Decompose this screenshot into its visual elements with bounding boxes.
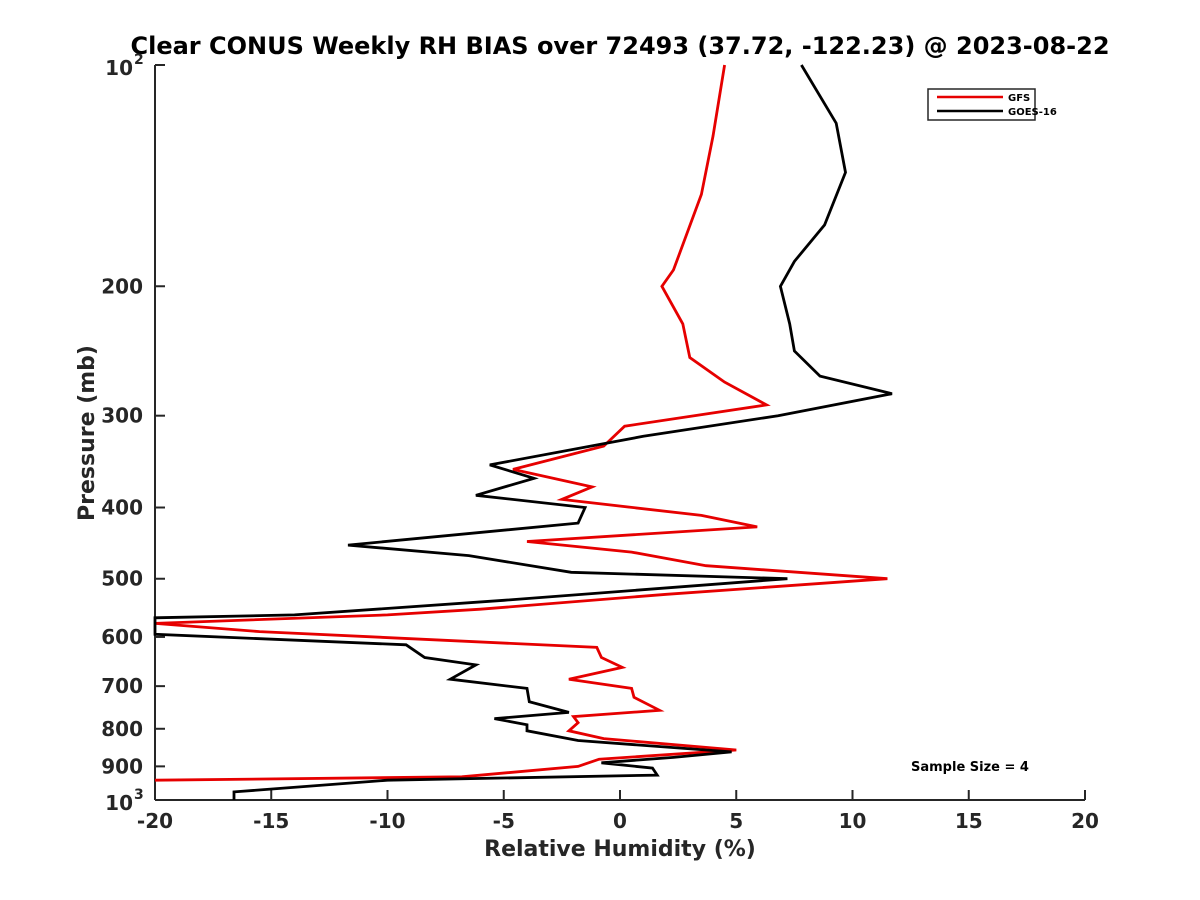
series-line-gfs <box>154 64 888 782</box>
x-tick-label: -5 <box>493 809 515 833</box>
y-tick-label: 200 <box>101 274 143 298</box>
legend-box <box>927 88 1036 121</box>
x-tick-label: -10 <box>369 809 405 833</box>
y-tick-exponent: 3 <box>134 787 144 803</box>
x-ticks: -20 -15 -10 -5 0 5 10 15 20 <box>137 790 1099 833</box>
x-tick-label: 0 <box>613 809 627 833</box>
y-tick-label: 600 <box>101 625 143 649</box>
y-tick-label: 10 <box>105 791 133 815</box>
x-tick-label: -20 <box>137 809 173 833</box>
legend-label-gfs: GFS <box>1008 93 1030 104</box>
y-axis-label: Pressure (mb) <box>75 345 100 521</box>
series-line-goes16 <box>153 64 893 800</box>
y-tick-label: 400 <box>101 496 143 520</box>
y-tick-label: 800 <box>101 717 143 741</box>
y-tick-label: 900 <box>101 754 143 778</box>
x-axis-label: Relative Humidity (%) <box>484 837 756 862</box>
chart-title: Clear CONUS Weekly RH BIAS over 72493 (3… <box>130 32 1109 60</box>
y-tick-label: 300 <box>101 404 143 428</box>
x-tick-label: 20 <box>1071 809 1099 833</box>
x-tick-label: 15 <box>955 809 983 833</box>
y-tick-exponent: 2 <box>134 52 144 68</box>
x-tick-label: 10 <box>839 809 867 833</box>
x-tick-label: -15 <box>253 809 289 833</box>
series-group <box>153 64 893 800</box>
legend-label-goes16: GOES-16 <box>1008 107 1057 118</box>
y-tick-label: 500 <box>101 567 143 591</box>
sample-size-annotation: Sample Size = 4 <box>911 760 1029 775</box>
legend: GFS GOES-16 <box>927 88 1057 121</box>
y-tick-label: 700 <box>101 674 143 698</box>
y-tick-label: 10 <box>105 56 133 80</box>
x-tick-label: 5 <box>729 809 743 833</box>
